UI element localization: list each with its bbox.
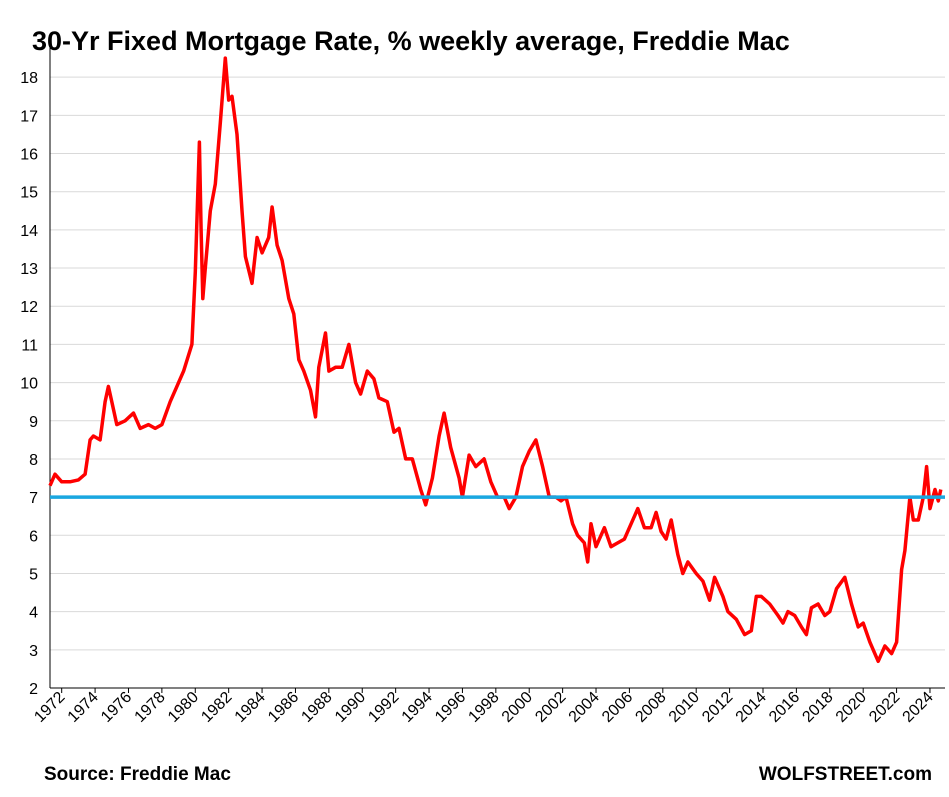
brand: WOLFSTREET.com: [759, 764, 932, 785]
y-tick-label: 13: [20, 261, 38, 278]
y-tick-label: 4: [29, 605, 38, 622]
y-tick-label: 3: [29, 643, 38, 660]
y-tick-label: 18: [20, 70, 38, 87]
chart-title: 30-Yr Fixed Mortgage Rate, % weekly aver…: [32, 26, 790, 56]
y-tick-label: 11: [21, 337, 38, 354]
y-tick-label: 14: [20, 223, 38, 240]
y-tick-label: 8: [29, 452, 38, 469]
data-line: [48, 56, 943, 664]
y-tick-label: 7: [29, 490, 38, 507]
source: Source: Freddie Mac: [44, 764, 231, 785]
y-tick-label: 10: [20, 376, 38, 393]
y-tick-label: 17: [20, 108, 38, 125]
y-tick-label: 6: [29, 528, 38, 545]
y-tick-label: 5: [29, 566, 38, 583]
y-tick-label: 15: [20, 185, 38, 202]
y-tick-label: 2: [29, 681, 38, 698]
y-tick-label: 12: [20, 299, 38, 316]
y-tick-label: 9: [29, 414, 38, 431]
y-tick-label: 16: [20, 147, 38, 164]
